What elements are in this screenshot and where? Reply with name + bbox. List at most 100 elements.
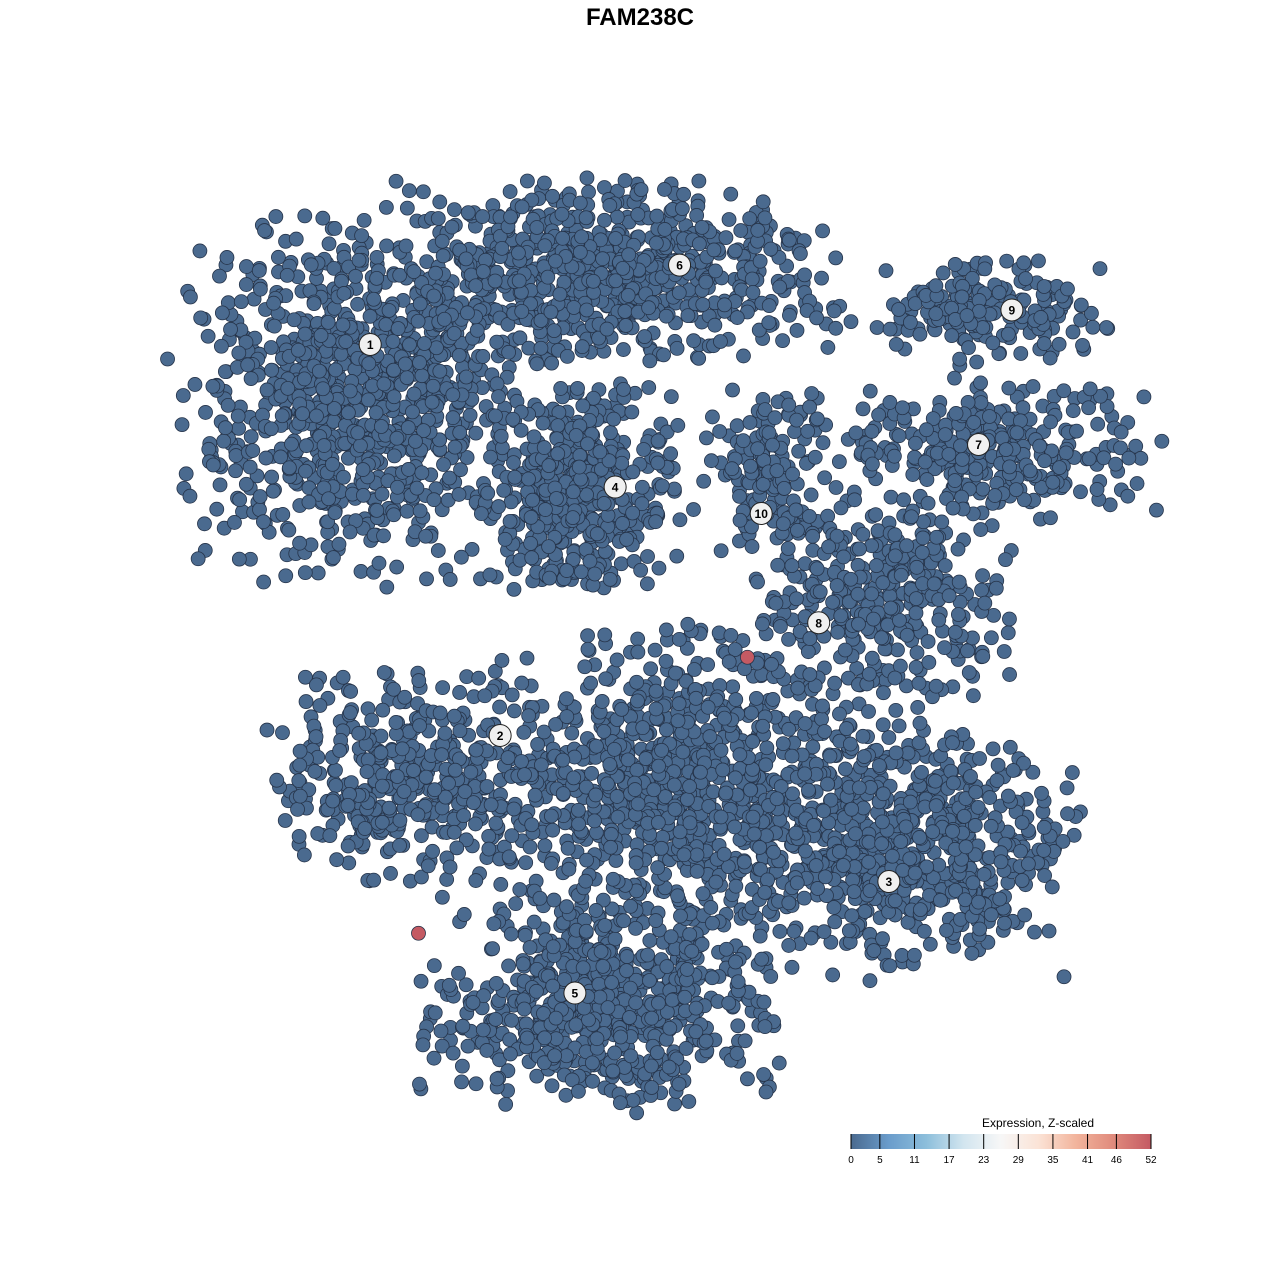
data-point <box>311 363 327 379</box>
data-point <box>396 784 412 799</box>
data-point <box>725 382 740 398</box>
data-point <box>931 857 947 873</box>
data-point <box>973 395 989 410</box>
data-point <box>648 235 664 251</box>
data-point <box>263 421 279 437</box>
data-point <box>727 243 743 259</box>
data-point <box>310 826 326 841</box>
data-point <box>585 273 601 289</box>
data-point <box>895 400 910 416</box>
data-point <box>464 541 480 557</box>
data-point <box>698 274 714 290</box>
data-point <box>578 210 594 226</box>
data-point <box>279 267 295 283</box>
data-point <box>987 488 1003 503</box>
data-point <box>182 488 198 504</box>
data-point <box>415 1037 431 1053</box>
data-point <box>948 406 964 421</box>
data-point <box>355 462 371 477</box>
data-point <box>504 1012 519 1028</box>
data-point <box>736 348 751 364</box>
data-point <box>887 527 903 543</box>
data-point <box>815 435 831 451</box>
data-point <box>543 304 559 320</box>
data-point <box>572 244 588 260</box>
data-point <box>887 893 903 909</box>
data-point <box>1017 907 1033 923</box>
data-point <box>197 516 212 532</box>
data-point <box>373 745 389 761</box>
data-point <box>968 784 984 800</box>
data-point <box>742 415 758 430</box>
data-point <box>975 648 991 664</box>
data-point <box>178 466 194 482</box>
data-point <box>999 253 1015 269</box>
data-point <box>770 557 786 573</box>
data-point <box>376 528 391 544</box>
data-point <box>559 563 575 578</box>
data-point <box>928 278 944 294</box>
data-point <box>686 502 701 517</box>
data-point <box>745 284 761 300</box>
data-point <box>554 206 570 222</box>
data-point <box>608 231 623 246</box>
data-point <box>273 449 289 465</box>
data-point <box>983 630 999 646</box>
data-point <box>871 407 887 423</box>
data-point <box>519 173 535 189</box>
data-point <box>405 404 420 420</box>
data-point <box>252 281 268 297</box>
data-point <box>454 1074 469 1090</box>
data-point <box>791 443 807 459</box>
data-point <box>419 571 434 587</box>
data-point <box>399 370 415 386</box>
data-point <box>898 819 914 835</box>
data-point <box>765 437 780 453</box>
data-point <box>410 807 426 823</box>
data-point <box>238 277 254 292</box>
data-point <box>630 207 646 222</box>
data-point <box>678 1041 694 1056</box>
data-point <box>325 793 341 809</box>
data-point <box>259 722 275 738</box>
data-point <box>1002 611 1017 627</box>
data-point <box>458 369 474 385</box>
data-point <box>815 223 830 239</box>
data-point <box>718 230 734 245</box>
data-point <box>934 514 950 530</box>
data-point <box>750 574 765 590</box>
data-point <box>919 472 935 487</box>
data-point <box>322 828 338 843</box>
data-point <box>460 305 475 321</box>
data-point <box>411 673 427 688</box>
data-point <box>696 473 712 489</box>
data-point <box>160 351 175 367</box>
data-point <box>488 408 503 424</box>
data-point <box>633 562 649 578</box>
data-point <box>857 904 873 919</box>
data-point <box>782 307 797 323</box>
data-point <box>680 308 696 324</box>
data-point <box>682 927 698 942</box>
data-point <box>1002 667 1017 682</box>
data-point <box>1027 924 1042 940</box>
data-point <box>488 1011 504 1027</box>
data-point <box>568 1017 584 1033</box>
data-point <box>789 591 804 607</box>
data-point <box>977 261 993 277</box>
data-point <box>658 308 674 324</box>
data-point <box>866 943 882 958</box>
data-point <box>959 308 975 323</box>
data-point <box>607 931 623 947</box>
data-point <box>297 326 313 342</box>
data-point <box>321 491 336 507</box>
data-point <box>364 712 380 728</box>
data-point <box>961 340 976 356</box>
data-point <box>523 509 539 525</box>
data-point <box>453 549 469 565</box>
data-point <box>769 463 785 479</box>
data-point <box>761 425 777 441</box>
data-point <box>1092 261 1108 277</box>
data-point <box>1043 510 1058 526</box>
data-point <box>449 840 465 856</box>
